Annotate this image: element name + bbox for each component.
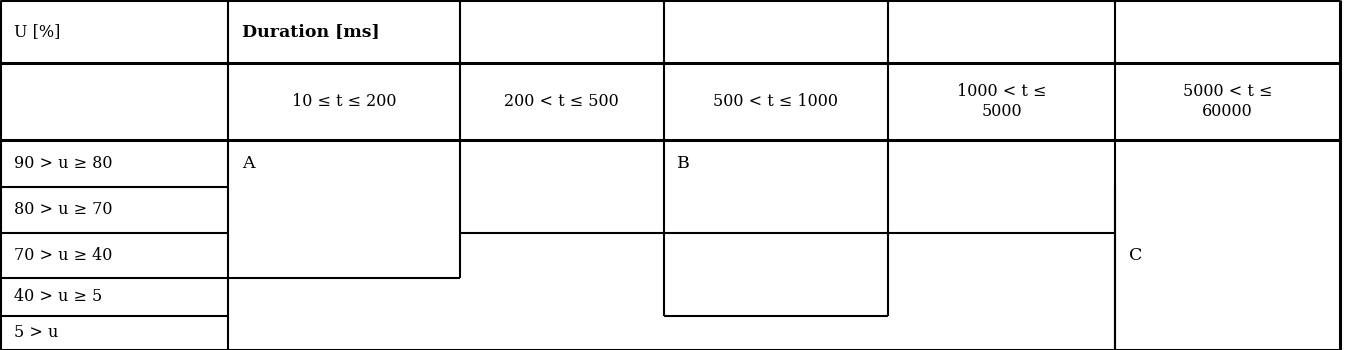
Text: 80 > u ≥ 70: 80 > u ≥ 70: [14, 202, 112, 218]
Text: B: B: [677, 155, 690, 172]
Text: 10 ≤ t ≤ 200: 10 ≤ t ≤ 200: [292, 93, 396, 110]
Text: C: C: [1129, 247, 1142, 264]
Text: Duration [ms]: Duration [ms]: [242, 23, 379, 40]
Text: 40 > u ≥ 5: 40 > u ≥ 5: [14, 288, 102, 306]
Text: 5 > u: 5 > u: [14, 324, 58, 341]
Text: 70 > u ≥ 40: 70 > u ≥ 40: [14, 247, 112, 264]
Text: U [%]: U [%]: [14, 23, 60, 40]
Text: 90 > u ≥ 80: 90 > u ≥ 80: [14, 155, 112, 172]
Text: 200 < t ≤ 500: 200 < t ≤ 500: [505, 93, 619, 110]
Text: 5000 < t ≤
60000: 5000 < t ≤ 60000: [1183, 83, 1272, 120]
Text: 500 < t ≤ 1000: 500 < t ≤ 1000: [714, 93, 838, 110]
Text: A: A: [242, 155, 254, 172]
Text: 1000 < t ≤
5000: 1000 < t ≤ 5000: [957, 83, 1046, 120]
